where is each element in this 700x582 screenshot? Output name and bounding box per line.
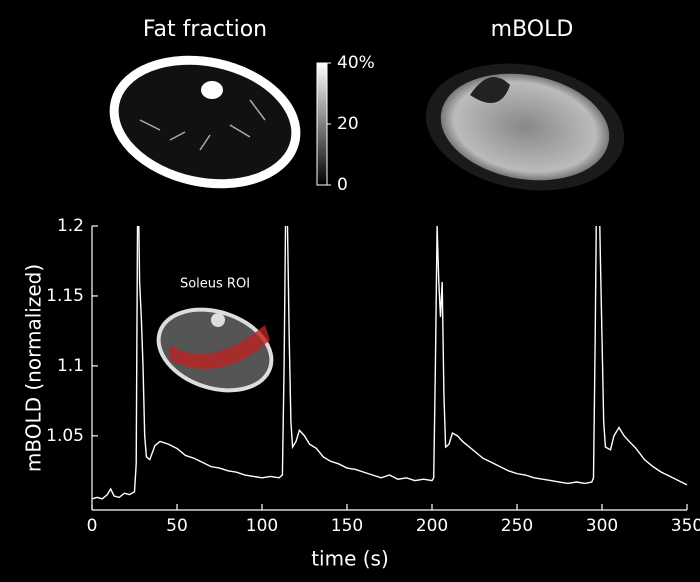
colorbar-tick-label: 0 bbox=[337, 175, 348, 195]
x-tick-label: 300 bbox=[586, 516, 618, 536]
x-tick-label: 200 bbox=[416, 516, 448, 536]
x-tick-label: 250 bbox=[501, 516, 533, 536]
y-tick-label: 1.15 bbox=[46, 286, 84, 306]
x-tick-label: 350 bbox=[671, 516, 700, 536]
panel-title: mBOLD bbox=[491, 17, 574, 42]
y-tick-label: 1.2 bbox=[57, 216, 84, 236]
x-tick-label: 100 bbox=[246, 516, 278, 536]
y-axis-label: mBOLD (normalized) bbox=[22, 264, 46, 472]
colorbar-tick-label: 40% bbox=[337, 53, 375, 73]
data-line bbox=[92, 226, 688, 500]
panel-title: Fat fraction bbox=[143, 17, 267, 42]
y-tick-label: 1.05 bbox=[46, 426, 84, 446]
y-tick-label: 1.1 bbox=[57, 356, 84, 376]
annotation: Soleus ROI bbox=[180, 277, 250, 292]
x-axis-label: time (s) bbox=[311, 547, 389, 571]
x-tick-label: 50 bbox=[166, 516, 188, 536]
x-tick-label: 150 bbox=[331, 516, 363, 536]
colorbar bbox=[316, 62, 328, 186]
x-tick-label: 0 bbox=[87, 516, 98, 536]
inset-image bbox=[156, 307, 274, 393]
fat-fraction-image bbox=[109, 55, 301, 189]
mbold-image bbox=[425, 63, 625, 191]
colorbar-tick-label: 20 bbox=[337, 114, 359, 134]
